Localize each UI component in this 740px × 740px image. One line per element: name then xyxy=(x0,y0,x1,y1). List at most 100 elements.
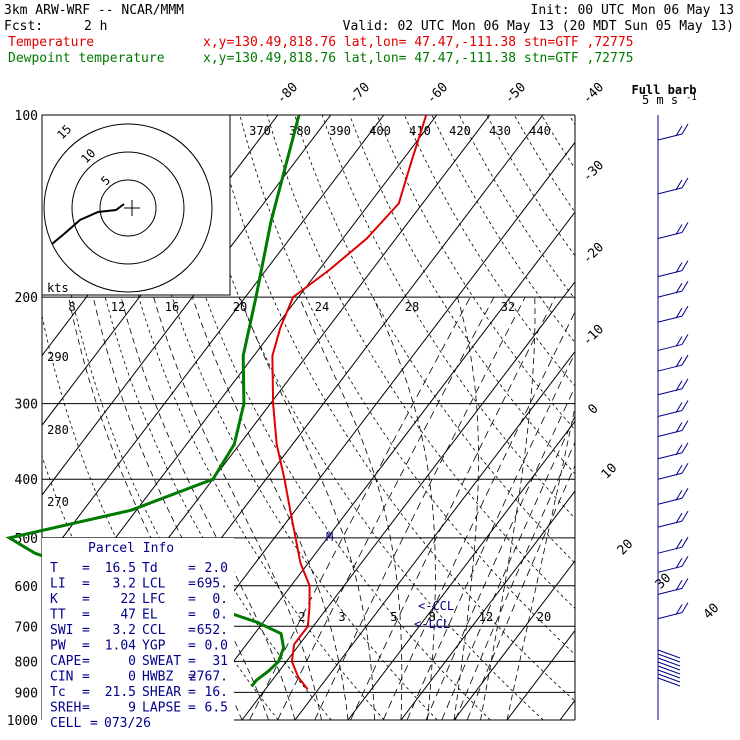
dry-adiabat-line xyxy=(184,115,544,720)
mixing-ratio-line xyxy=(425,386,575,720)
theta-label: 400 xyxy=(369,124,391,138)
parcel-eq: = xyxy=(188,577,196,592)
parcel-value: 695. xyxy=(197,577,228,592)
hodograph: 5 10 15 kts xyxy=(41,114,231,296)
parcel-value: 0 xyxy=(128,654,136,669)
fcst-value: 2 h xyxy=(84,19,107,34)
dry-adiabat-line xyxy=(239,115,575,655)
moist-adiabat-line xyxy=(298,296,403,720)
pressure-label: 800 xyxy=(15,655,38,670)
parcel-row: LI = 3.2 LCL = 695. xyxy=(50,577,228,592)
wind-barb xyxy=(657,260,689,278)
parcel-row: TT = 47 EL = 0. xyxy=(50,608,228,623)
dewpoint-legend-info: x,y=130.49,818.76 lat,lon= 47.47,-111.38… xyxy=(203,51,633,66)
moist-adiabat-line xyxy=(480,297,536,720)
parcel-eq: = xyxy=(82,608,90,623)
dry-adiabat-line xyxy=(129,115,438,720)
moist-adiabat-line xyxy=(372,296,436,720)
parcel-eq: = xyxy=(188,701,196,716)
valid-time: Valid: 02 UTC Mon 06 May 13 (20 MDT Sun … xyxy=(343,19,734,34)
mixing-ratio-label: 8 xyxy=(428,610,435,624)
full-barb-unit: 5 m s xyxy=(642,93,678,107)
wind-barb xyxy=(657,488,689,505)
dewpoint-legend-label: Dewpoint temperature xyxy=(8,51,165,66)
isotherm-label: -10 xyxy=(580,322,607,349)
isotherm-label: -70 xyxy=(346,80,373,107)
pressure-label: 900 xyxy=(15,686,38,701)
wind-barb xyxy=(657,334,689,351)
parcel-eq: = xyxy=(188,685,196,700)
mixing-ratio-label: 12 xyxy=(479,610,493,624)
isotherm-label: 40 xyxy=(701,601,723,623)
parcel-value: 16.5 xyxy=(105,561,136,576)
wind-barb xyxy=(657,462,689,480)
wind-barb xyxy=(657,578,689,595)
wind-barb xyxy=(657,602,689,620)
parcel-value: 3.2 xyxy=(113,577,136,592)
lcl-marker: <-LCL xyxy=(414,617,450,631)
parcel-key: LAPSE xyxy=(142,701,181,716)
moist-adiabat-line xyxy=(453,296,479,720)
parcel-key: SWEAT xyxy=(142,654,181,669)
model-title: 3km ARW-WRF -- NCAR/MMM xyxy=(4,3,184,18)
pressure-label: 300 xyxy=(15,398,38,413)
dry-adiabat-line xyxy=(266,115,575,610)
parcel-eq: = xyxy=(188,639,196,654)
parcel-key: PW xyxy=(50,639,66,654)
dry-adiabat-line xyxy=(513,115,575,213)
wind-barb xyxy=(657,556,689,573)
parcel-key: LFC xyxy=(142,592,165,607)
dry-adiabat-line xyxy=(321,115,575,519)
parcel-value: 16. xyxy=(205,685,228,700)
mixing-ratio-label: 16 xyxy=(165,300,179,314)
parcel-eq: = xyxy=(188,623,196,638)
parcel-row: SWI = 3.2 CCL = 652. xyxy=(50,623,228,638)
mixing-ratio-label: 20 xyxy=(537,610,551,624)
wind-barb xyxy=(657,536,689,554)
dry-adiabat-line xyxy=(431,115,575,344)
parcel-key: Tc xyxy=(50,685,66,700)
parcel-key: CIN xyxy=(50,670,73,685)
isotherm-label: 0 xyxy=(585,401,601,417)
parcel-eq: = xyxy=(188,592,196,607)
mixing-ratio-line xyxy=(249,296,471,720)
wind-barb xyxy=(657,305,689,323)
dry-adiabat-line xyxy=(102,115,385,720)
ccl-marker: <-CCL xyxy=(418,599,454,613)
parcel-value: 3.2 xyxy=(113,623,136,638)
mixing-ratio-label: 28 xyxy=(405,300,419,314)
isotherm-line xyxy=(453,559,575,720)
parcel-eq: = xyxy=(82,592,90,607)
isotherm-line xyxy=(294,350,575,720)
parcel-value: 6.5 xyxy=(205,701,228,716)
parcel-key: CAPE xyxy=(50,654,81,669)
theta-label: 280 xyxy=(47,423,69,437)
pressure-label: 700 xyxy=(15,620,38,635)
kts-label: kts xyxy=(47,281,69,295)
pressure-label: 200 xyxy=(15,291,38,306)
parcel-value: 652. xyxy=(197,623,228,638)
parcel-value: 0. xyxy=(212,608,228,623)
mixing-ratio-label: 5 xyxy=(390,610,397,624)
parcel-value: 0.0 xyxy=(205,639,228,654)
parcel-key: Td xyxy=(142,561,158,576)
theta-label: 370 xyxy=(249,124,271,138)
temperature-legend-label: Temperature xyxy=(8,35,94,50)
full-barb-exponent: -1 xyxy=(686,93,697,103)
isotherm-line xyxy=(42,115,385,566)
parcel-key: YGP xyxy=(142,639,166,654)
full-barb-label: Full barb xyxy=(631,83,696,97)
parcel-eq: = xyxy=(82,654,90,669)
dry-adiabat-line xyxy=(47,115,279,720)
hodograph-trace xyxy=(51,203,125,245)
isotherm-label: 10 xyxy=(599,461,621,483)
parcel-row: PW = 1.04 YGP = 0.0 xyxy=(50,639,228,654)
isotherm-label: -40 xyxy=(580,80,607,107)
parcel-eq: = xyxy=(188,608,196,623)
parcel-eq: = xyxy=(90,716,98,731)
parcel-key: EL xyxy=(142,608,158,623)
parcel-value: 31 xyxy=(212,654,228,669)
parcel-value: 9 xyxy=(128,701,136,716)
wind-barb xyxy=(657,354,689,372)
pressure-label: 600 xyxy=(15,580,38,595)
